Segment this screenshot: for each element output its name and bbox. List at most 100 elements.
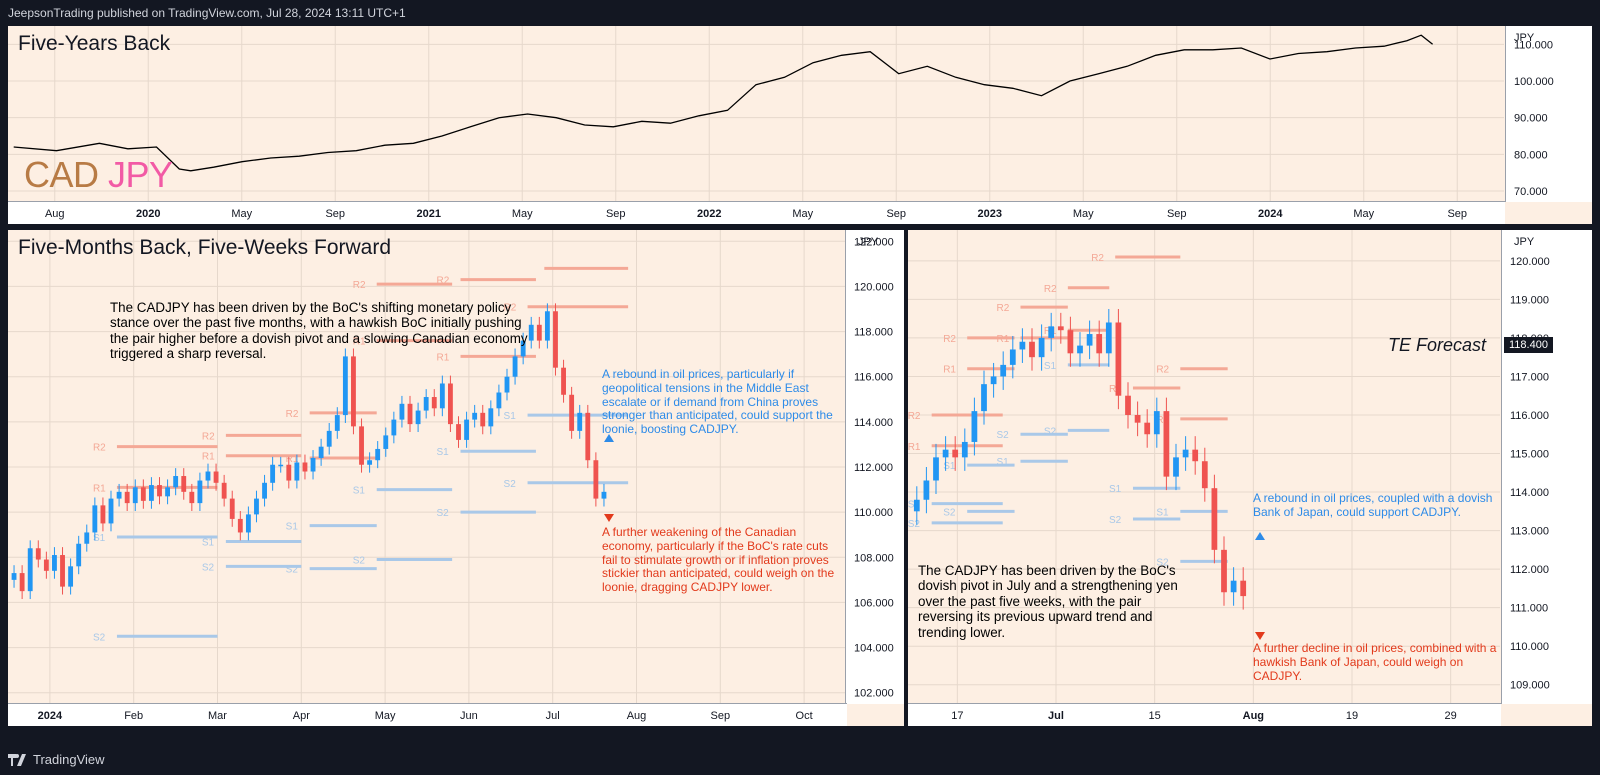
candle-body: [302, 462, 308, 472]
candle-body: [528, 324, 534, 341]
upside-scenario-note: A rebound in oil prices, coupled with a …: [1253, 491, 1493, 519]
pivot-level-label: R1: [908, 442, 921, 453]
x-tick-label: Sep: [711, 710, 731, 722]
x-tick-label: 2024: [1258, 208, 1283, 220]
y-tick-label: 116.000: [1510, 410, 1549, 422]
candle-body: [1057, 326, 1064, 331]
candle-body: [942, 449, 949, 458]
five-years-chart[interactable]: [8, 26, 1504, 202]
x-tick-label: Mar: [208, 710, 227, 722]
candle-body: [923, 480, 930, 500]
candle-body: [1201, 461, 1208, 489]
x-tick-label: Jul: [546, 710, 560, 722]
pivot-level-label: S1: [93, 533, 106, 544]
x-tick-label: Jun: [460, 710, 478, 722]
analysis-note: The CADJPY has been driven by the BoC's …: [918, 563, 1178, 640]
candle-body: [1019, 341, 1026, 350]
candle-body: [933, 457, 939, 481]
candle-body: [100, 505, 106, 524]
candle-body: [504, 376, 510, 393]
candle-body: [593, 460, 599, 499]
candle-body: [140, 487, 146, 501]
candle-body: [952, 449, 959, 458]
candle-body: [116, 491, 122, 499]
pivot-level-label: S1: [1044, 361, 1057, 372]
pivot-level-label: S2: [908, 519, 920, 530]
x-tick-label: Oct: [796, 710, 813, 722]
candle-body: [415, 410, 421, 425]
candle-body: [1086, 334, 1093, 346]
candle-body: [1144, 422, 1151, 435]
x-tick-label: May: [1353, 208, 1374, 220]
y-tick-label: 106.000: [854, 597, 894, 609]
candle-body: [278, 464, 284, 467]
candle-body: [92, 505, 98, 533]
candle-body: [367, 460, 373, 465]
candle-body: [536, 324, 542, 341]
candle-body: [181, 476, 187, 492]
price-axis[interactable]: 109.000 110.000 111.000 112.000 113.000 114.0…: [1501, 230, 1592, 704]
candle-body: [447, 383, 453, 425]
y-tick-label: 119.000: [1510, 294, 1549, 306]
candle-body: [1163, 411, 1170, 477]
time-axis[interactable]: Aug 2020 May Sep 2021 May Sep 2022 May Sep 2023 May…: [8, 201, 1505, 224]
pivot-level-label: S2: [504, 479, 517, 490]
candle-body: [197, 480, 203, 504]
candle-body: [1240, 580, 1247, 597]
candle-body: [148, 485, 154, 501]
candle-body: [27, 548, 33, 592]
time-axis[interactable]: 2024 Feb Mar Apr May Jun Jul Aug Sep Oct: [8, 703, 847, 726]
x-tick-label: Sep: [606, 208, 626, 220]
x-tick-label: 17: [951, 710, 963, 722]
candle-body: [1211, 488, 1218, 550]
pivot-level-label: R2: [1156, 365, 1169, 376]
candle-body: [84, 532, 90, 544]
y-tick-label: 104.000: [854, 643, 894, 655]
five-months-chart[interactable]: R2 R1 S1 S2 R2 R1 S1 S2 R2 R1 S1 S2 R2 R1 S1 S2 R2 R1 S1 S2…: [8, 230, 846, 704]
candle-body: [262, 482, 267, 499]
time-axis[interactable]: 17 Jul 15 Aug 19 29: [908, 703, 1501, 726]
pivot-level-label: S2: [353, 556, 366, 567]
pivot-level-label: S1: [504, 411, 517, 422]
analysis-note: The CADJPY has been driven by the BoC's …: [110, 300, 528, 362]
x-tick-label: Aug: [1243, 710, 1264, 722]
x-tick-label: May: [792, 208, 813, 220]
pivot-level-label: S1: [202, 537, 215, 548]
pivot-level-label: S2: [93, 632, 106, 643]
candle-body: [1134, 414, 1141, 423]
forecast-label: TE Forecast: [1388, 335, 1487, 355]
candle-body: [270, 464, 276, 483]
x-tick-label: 15: [1149, 710, 1161, 722]
x-tick-label: Aug: [627, 710, 647, 722]
candle-body: [52, 555, 57, 571]
candle-body: [431, 397, 437, 409]
price-axis[interactable]: 102.000 104.000 106.000 108.000 110.000 112.0…: [845, 230, 904, 704]
y-tick-label: 90.000: [1514, 113, 1548, 125]
price-axis[interactable]: 70.000 80.000 90.000 100.000 110.000 JPY: [1505, 26, 1592, 202]
candle-body: [512, 356, 518, 377]
candle-body: [971, 411, 978, 442]
pivot-level-label: R1: [1156, 415, 1169, 426]
candle-body: [561, 367, 566, 395]
candle-body: [1096, 334, 1103, 354]
candle-body: [601, 491, 607, 499]
x-tick-label: 2024: [38, 710, 63, 722]
logo-jpy: JPY: [108, 154, 173, 195]
candle-body: [359, 426, 364, 465]
candle-body: [1105, 322, 1112, 354]
footer-brand: TradingView: [33, 752, 105, 767]
y-tick-label: 110.000: [1514, 39, 1553, 51]
y-tick-label: 117.000: [1510, 371, 1549, 383]
x-tick-label: May: [512, 208, 533, 220]
y-tick-label: 116.000: [854, 372, 893, 384]
x-tick-label: 2021: [417, 208, 441, 220]
candle-body: [286, 464, 292, 481]
x-tick-label: 29: [1445, 710, 1457, 722]
y-tick-label: 100.000: [1514, 76, 1554, 88]
pivot-level-label: R2: [437, 276, 450, 287]
candle-body: [1221, 549, 1227, 593]
y-tick-label: 111.000: [1510, 603, 1548, 615]
y-tick-label: 118.000: [854, 327, 893, 339]
forecast-chart[interactable]: R2R1S1S2R2R1S1S2R2R1S1S2R2R1S1S2R2R1S1S2…: [908, 230, 1500, 704]
down-arrow-icon: [604, 514, 614, 522]
